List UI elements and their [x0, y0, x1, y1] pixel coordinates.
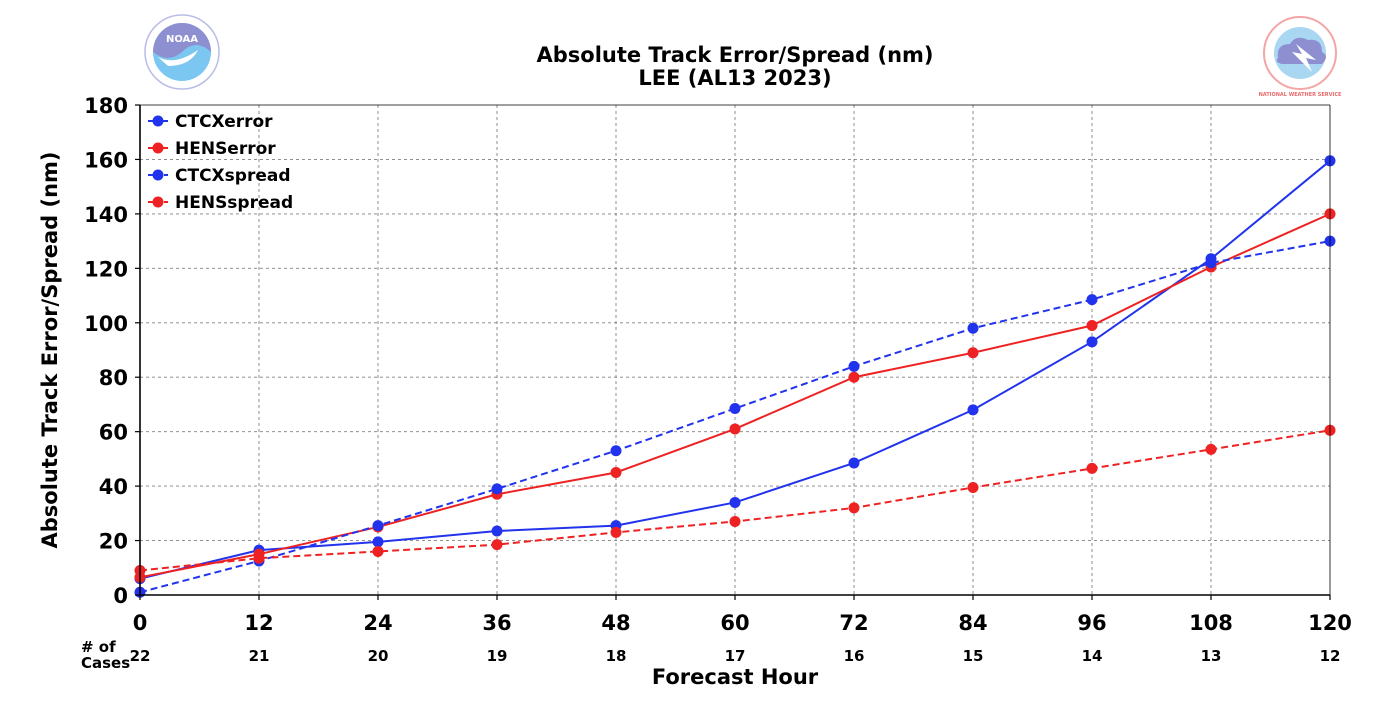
legend-label-HENSspread: HENSspread	[175, 193, 293, 213]
chart-subtitle: LEE (AL13 2023)	[638, 66, 831, 90]
cases-label-line2: Cases	[81, 654, 130, 672]
x-tick-label: 96	[1077, 611, 1106, 635]
y-tick-label: 100	[84, 312, 128, 336]
grid-layer	[140, 105, 1330, 595]
data-point-HENSerror	[1086, 320, 1098, 331]
data-point-CTCXspread	[729, 403, 741, 415]
y-tick-label: 20	[99, 530, 128, 554]
cases-row: 22 21 20 19 18 17 16 15 14 13 12	[130, 647, 1341, 665]
legend-label-HENSerror: HENSerror	[175, 139, 276, 159]
data-point-HENSspread	[1205, 443, 1217, 455]
data-point-HENSerror	[967, 347, 979, 359]
x-tick-label: 12	[244, 611, 273, 635]
y-tick-label: 140	[84, 203, 128, 227]
case-count: 13	[1201, 647, 1222, 665]
data-point-HENSspread	[729, 516, 741, 527]
chart-title: Absolute Track Error/Spread (nm)	[536, 43, 933, 67]
data-point-HENSerror	[610, 467, 622, 478]
y-tick-label: 40	[99, 475, 128, 499]
data-point-HENSspread	[491, 539, 503, 551]
case-count: 15	[963, 647, 984, 665]
data-point-CTCXerror	[848, 457, 860, 469]
case-count: 22	[130, 647, 151, 665]
x-tick-label: 48	[601, 611, 630, 635]
case-count: 16	[844, 647, 865, 665]
case-count: 19	[487, 647, 508, 665]
data-point-HENSerror	[848, 371, 860, 383]
nws-logo-icon: NATIONAL WEATHER SERVICE	[1259, 16, 1342, 98]
y-axis-label: Absolute Track Error/Spread (nm)	[38, 151, 62, 548]
data-point-CTCXspread	[848, 360, 860, 372]
legend-label-CTCXspread: CTCXspread	[175, 166, 291, 186]
case-count: 18	[606, 647, 627, 665]
cases-label-line1: # of	[81, 638, 116, 656]
legend-label-CTCXerror: CTCXerror	[175, 112, 273, 132]
legend: CTCXerror HENSerror CTCXspread HENSspread	[148, 112, 293, 213]
noaa-logo-text: NOAA	[166, 34, 198, 45]
axes-layer	[135, 104, 1331, 600]
data-point-CTCXerror	[372, 536, 384, 548]
x-axis-label: Forecast Hour	[652, 665, 819, 689]
y-tick-label: 0	[113, 584, 128, 608]
data-point-HENSspread	[253, 552, 265, 564]
data-point-CTCXspread	[610, 445, 622, 457]
x-tick-label: 84	[958, 611, 987, 635]
series-layer	[134, 155, 1336, 598]
noaa-logo-icon: NOAA	[144, 14, 220, 90]
data-point-CTCXerror	[729, 496, 741, 508]
data-point-CTCXspread	[491, 483, 503, 495]
case-count: 20	[368, 647, 389, 665]
x-tick-label: 120	[1308, 611, 1352, 635]
data-point-CTCXerror	[491, 525, 503, 537]
legend-marker-CTCXerror	[152, 115, 164, 127]
case-count: 14	[1082, 647, 1103, 665]
x-tick-label: 72	[839, 611, 868, 635]
data-point-HENSspread	[610, 526, 622, 538]
x-tick-label: 24	[363, 611, 392, 635]
y-tick-label: 160	[84, 148, 128, 172]
x-tick-label: 60	[720, 611, 749, 635]
data-point-CTCXspread	[967, 322, 979, 334]
data-point-CTCXerror	[1086, 336, 1098, 348]
x-tick-label: 0	[133, 611, 148, 635]
data-point-CTCXspread	[1205, 257, 1217, 269]
y-tick-label: 180	[84, 94, 128, 118]
tick-labels: 0 12 24 36 48 60 72 84 96 108 120 0 20 40 60 80 100 120 14…	[84, 94, 1352, 635]
legend-marker-HENSerror	[152, 142, 164, 154]
data-point-HENSspread	[372, 545, 384, 557]
x-tick-label: 36	[482, 611, 511, 635]
data-point-HENSerror	[729, 423, 741, 435]
legend-marker-CTCXspread	[152, 169, 164, 181]
legend-marker-HENSspread	[152, 196, 164, 208]
case-count: 21	[249, 647, 270, 665]
x-tick-label: 108	[1189, 611, 1233, 635]
data-point-CTCXspread	[1086, 294, 1098, 306]
data-point-CTCXspread	[372, 520, 384, 532]
y-tick-label: 80	[99, 366, 128, 390]
data-point-HENSspread	[967, 481, 979, 493]
case-count: 12	[1320, 647, 1341, 665]
data-point-CTCXerror	[967, 404, 979, 416]
data-point-HENSspread	[1086, 462, 1098, 474]
data-point-HENSspread	[848, 502, 860, 514]
y-tick-label: 120	[84, 257, 128, 281]
y-tick-label: 60	[99, 421, 128, 445]
case-count: 17	[725, 647, 746, 665]
nws-logo-text: NATIONAL WEATHER SERVICE	[1259, 92, 1342, 98]
